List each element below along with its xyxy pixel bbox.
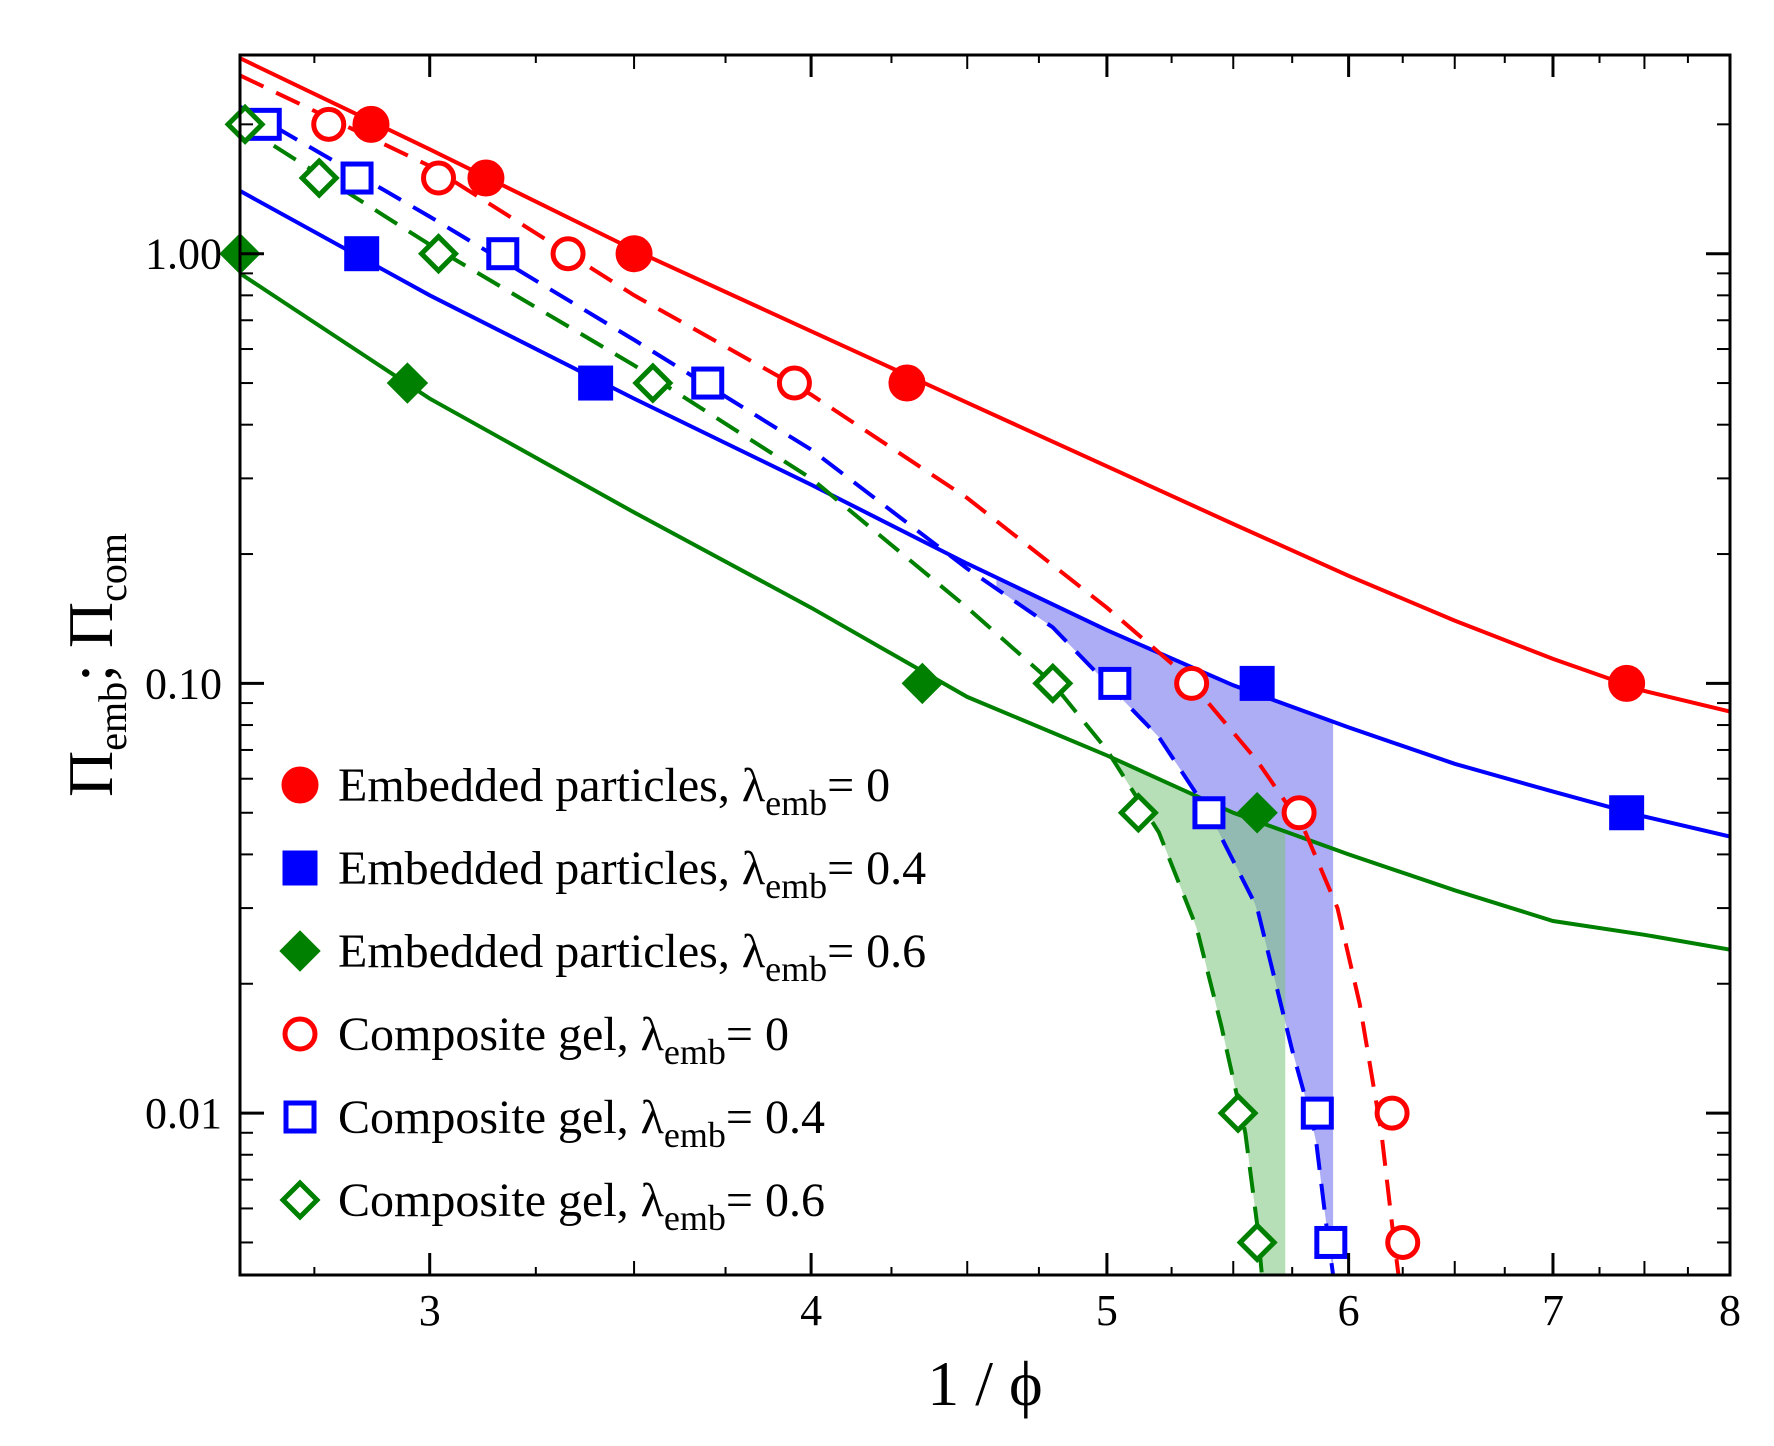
legend-entry: Embedded particles, λemb= 0.4 <box>282 842 926 906</box>
data-point-open-diamond-5-7 <box>1236 1221 1278 1263</box>
legend-label: Embedded particles, λemb= 0.6 <box>338 925 926 989</box>
data-point-open-circle-3-0 <box>311 106 347 142</box>
x-tick-label: 8 <box>1719 1286 1741 1335</box>
legend-marker-open-diamond <box>279 1179 321 1221</box>
axis-tick-labels: 3 4 5 6 7 8 0.01 0.10 1.00 <box>145 230 1741 1335</box>
data-point-filled-square-1-0 <box>344 236 380 272</box>
legend-label-sub: emb <box>664 1115 726 1155</box>
data-point-filled-square-1-2 <box>1239 665 1275 701</box>
fit-curve-dashed-5 <box>240 122 1264 1275</box>
data-point-open-circle-3-4 <box>1174 665 1210 701</box>
fit-curve-solid-2 <box>240 271 1730 952</box>
legend-label-text: Embedded particles, λ <box>338 925 766 978</box>
data-point-open-square-4-3 <box>691 366 725 400</box>
data-point-filled-diamond-2-2 <box>901 662 944 705</box>
y-label-sub1: emb <box>90 682 135 751</box>
legend-label: Embedded particles, λemb= 0.4 <box>338 842 926 906</box>
data-point-open-circle-3-1 <box>421 160 457 196</box>
y-tick-label: 0.01 <box>145 1089 222 1138</box>
legend-marker-open-square <box>283 1100 317 1134</box>
y-axis-label: Πemb; Πcom <box>55 533 135 797</box>
data-point-open-diamond-5-2 <box>417 233 460 275</box>
data-point-open-square-4-7 <box>1314 1225 1348 1259</box>
y-tick-label: 1.00 <box>145 230 222 279</box>
data-point-open-diamond-5-4 <box>1032 662 1074 704</box>
data-point-open-circle-3-3 <box>776 365 812 401</box>
data-point-open-circle-3-6 <box>1374 1095 1410 1131</box>
legend-label-sub: emb <box>664 1032 726 1072</box>
legend-label-sub: emb <box>765 949 827 989</box>
legend-marker-open-circle <box>282 1016 318 1052</box>
data-markers <box>219 103 1646 1263</box>
legend-marker-filled-circle <box>281 766 319 804</box>
legend-label-sub: emb <box>664 1198 726 1238</box>
legend-label-value: = 0 <box>726 1008 789 1061</box>
data-point-open-diamond-5-3 <box>632 362 674 404</box>
data-point-filled-diamond-2-1 <box>386 362 429 404</box>
data-point-filled-circle-0-0 <box>352 105 390 143</box>
data-point-filled-square-1-1 <box>578 365 614 401</box>
data-point-open-circle-3-2 <box>550 236 586 272</box>
x-tick-label: 7 <box>1542 1286 1564 1335</box>
data-point-open-diamond-5-6 <box>1217 1092 1259 1134</box>
legend-marker-filled-diamond <box>279 930 321 972</box>
legend-label: Composite gel, λemb= 0 <box>338 1008 789 1072</box>
data-point-open-square-4-6 <box>1300 1096 1334 1130</box>
legend-label-sub: emb <box>765 866 827 906</box>
legend-label-text: Embedded particles, λ <box>338 842 766 895</box>
data-point-open-square-4-4 <box>1098 666 1132 700</box>
plot-frame <box>238 53 1732 1277</box>
legend-entry: Composite gel, λemb= 0 <box>282 1008 789 1072</box>
legend-entry: Composite gel, λemb= 0.4 <box>283 1091 825 1155</box>
x-tick-label: 4 <box>800 1286 822 1335</box>
legend-label-value: = 0.6 <box>726 1174 825 1227</box>
data-point-filled-circle-0-3 <box>888 364 926 402</box>
legend-marker-filled-square <box>282 850 318 886</box>
data-point-open-square-4-5 <box>1192 796 1226 830</box>
y-label-sep: ; Π <box>55 602 126 682</box>
legend-label-value: = 0.4 <box>827 842 926 895</box>
legend-label-text: Composite gel, λ <box>338 1008 665 1061</box>
x-tick-label: 3 <box>419 1286 441 1335</box>
legend-label-value: = 0.4 <box>726 1091 825 1144</box>
x-tick-label: 6 <box>1338 1286 1360 1335</box>
legend-entry: Embedded particles, λemb= 0 <box>281 759 890 823</box>
x-tick-label: 5 <box>1096 1286 1118 1335</box>
x-axis-label: 1 / ϕ <box>927 1348 1042 1419</box>
legend-entry: Embedded particles, λemb= 0.6 <box>279 925 926 989</box>
data-point-filled-circle-0-2 <box>615 235 653 273</box>
y-tick-label: 0.10 <box>145 659 222 708</box>
legend-label-value: = 0 <box>827 759 890 812</box>
legend-label-value: = 0.6 <box>827 925 926 978</box>
fit-curve-solid-1 <box>240 189 1730 839</box>
data-point-filled-square-1-3 <box>1609 795 1645 831</box>
y-label-main: Π <box>55 751 126 797</box>
legend-label: Composite gel, λemb= 0.4 <box>338 1091 825 1155</box>
legend-label-text: Embedded particles, λ <box>338 759 766 812</box>
legend-label-sub: emb <box>765 783 827 823</box>
shade-region-green <box>1112 757 1286 1275</box>
data-point-filled-diamond-2-3 <box>1236 792 1278 834</box>
legend-label-text: Composite gel, λ <box>338 1174 665 1227</box>
axis-ticks <box>240 55 1732 1275</box>
legend-label: Composite gel, λemb= 0.6 <box>338 1174 825 1238</box>
data-point-open-square-4-1 <box>340 161 374 195</box>
data-point-filled-circle-0-4 <box>1608 664 1646 702</box>
data-point-open-diamond-5-5 <box>1117 792 1159 834</box>
data-point-open-circle-3-7 <box>1385 1224 1421 1260</box>
data-point-open-diamond-5-1 <box>298 157 340 199</box>
data-point-open-circle-3-5 <box>1281 795 1317 831</box>
legend-label-text: Composite gel, λ <box>338 1091 665 1144</box>
y-label-sub2: com <box>90 533 135 602</box>
fit-curve-solid-0 <box>240 56 1730 714</box>
data-point-open-square-4-2 <box>486 237 520 271</box>
legend-entry: Composite gel, λemb= 0.6 <box>279 1174 825 1238</box>
data-point-filled-circle-0-1 <box>467 159 505 197</box>
legend-label: Embedded particles, λemb= 0 <box>338 759 890 823</box>
